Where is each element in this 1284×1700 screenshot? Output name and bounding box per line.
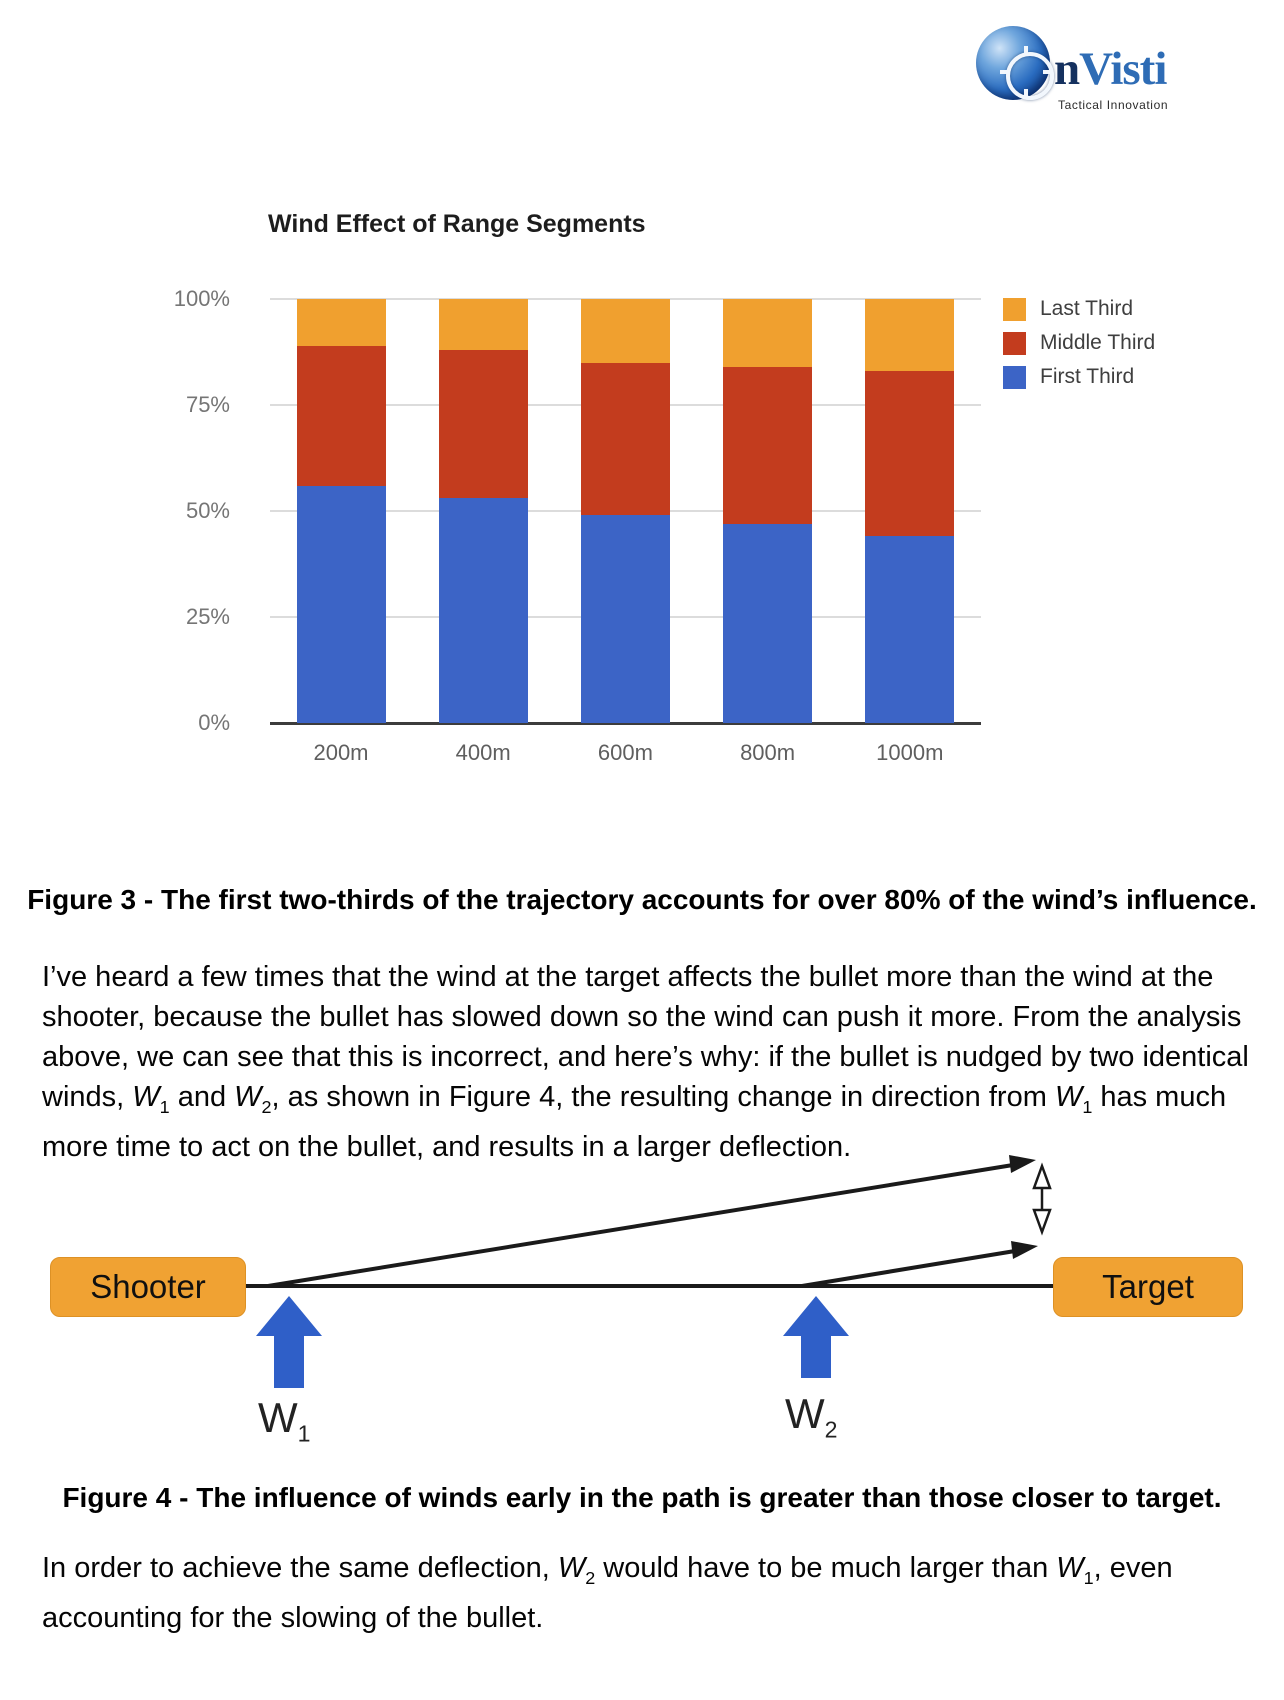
legend-swatch: [1003, 365, 1026, 389]
x-tick-label: 400m: [455, 740, 511, 765]
y-tick-label: 75%: [185, 392, 230, 417]
x-tick-label: 800m: [740, 740, 796, 765]
legend-row-middle-third: Middle Third: [1003, 331, 1155, 355]
figure4-diagram: [246, 1155, 1053, 1388]
deflected-path-w1: [267, 1163, 1014, 1288]
shooter-box: Shooter: [50, 1257, 246, 1317]
y-tick-label: 50%: [185, 498, 230, 523]
x-tick-label: 1000m: [876, 740, 944, 765]
stacked-bar-400m: [438, 299, 528, 723]
legend-swatch: [1003, 297, 1026, 321]
bar-segment-last-third: [296, 299, 386, 346]
bar-segment-first-third: [438, 498, 528, 723]
bar-segment-first-third: [296, 485, 386, 723]
deflection-gap-arrowhead-up: [1032, 1162, 1052, 1190]
gridline-0%: [270, 722, 981, 725]
legend-label: Last Third: [1040, 297, 1133, 320]
chart-plot: [270, 298, 981, 725]
stacked-bar-1000m: [865, 299, 955, 723]
chart-title: Wind Effect of Range Segments: [268, 210, 646, 238]
stacked-bar-200m: [296, 299, 386, 723]
bar-segment-middle-third: [723, 366, 813, 524]
y-tick-label: 25%: [185, 604, 230, 629]
legend-row-first-third: First Third: [1003, 365, 1155, 389]
gridline-100%: [270, 298, 981, 300]
arrowhead-w1-path: [1009, 1155, 1036, 1173]
bar-segment-middle-third: [581, 362, 670, 516]
bar-segment-last-third: [723, 299, 813, 367]
bar-segment-last-third: [438, 299, 528, 350]
x-tick-label: 600m: [597, 740, 653, 765]
bar-segment-last-third: [581, 299, 670, 363]
bar-segment-middle-third: [296, 345, 386, 486]
y-tick-label: 100%: [173, 286, 230, 311]
body-paragraph-1: I’ve heard a few times that the wind at …: [42, 961, 1249, 1163]
stacked-bar-600m: [581, 299, 670, 723]
target-label: Target: [1102, 1268, 1194, 1305]
wind-arrow-w2: [783, 1296, 849, 1378]
target-box: Target: [1053, 1257, 1243, 1317]
bar-segment-last-third: [865, 299, 955, 372]
y-tick-label: 0%: [198, 710, 230, 735]
logo-wordmark: nVisti: [1054, 43, 1167, 95]
bar-segment-middle-third: [438, 349, 528, 499]
legend-label: Middle Third: [1040, 331, 1156, 354]
figure4-caption: Figure 4 - The influence of winds early …: [62, 1482, 1222, 1513]
bar-segment-first-third: [581, 515, 670, 723]
nvisti-logo: nVisti Tactical Innovation: [970, 24, 1270, 114]
legend-label: First Third: [1040, 365, 1135, 388]
bar-segment-first-third: [723, 523, 813, 723]
bar-segment-middle-third: [865, 371, 955, 537]
w2-label: W2: [785, 1390, 838, 1443]
figure3-caption: Figure 3 - The first two-thirds of the t…: [27, 884, 1257, 915]
x-tick-label: 200m: [313, 740, 369, 765]
logo-letter-n: n: [1054, 43, 1080, 95]
logo-tagline: Tactical Innovation: [1058, 98, 1169, 112]
body-paragraph-2: In order to achieve the same deflection,…: [42, 1552, 1173, 1634]
deflected-path-w2: [801, 1249, 1016, 1288]
w1-label: W1: [258, 1394, 311, 1447]
crosshair-target-icon: [976, 26, 1054, 100]
arrowhead-w2-path: [1011, 1241, 1038, 1259]
bar-segment-first-third: [865, 536, 955, 723]
deflection-gap-arrowhead-down: [1032, 1208, 1052, 1236]
legend-swatch: [1003, 331, 1026, 355]
stacked-bar-800m: [723, 299, 813, 723]
wind-arrow-w1: [256, 1296, 322, 1388]
shooter-label: Shooter: [90, 1268, 206, 1305]
chart-legend: Last Third Middle Third First Third: [1003, 297, 1155, 399]
legend-row-last-third: Last Third: [1003, 297, 1155, 321]
logo-word-rest: Visti: [1079, 43, 1167, 95]
